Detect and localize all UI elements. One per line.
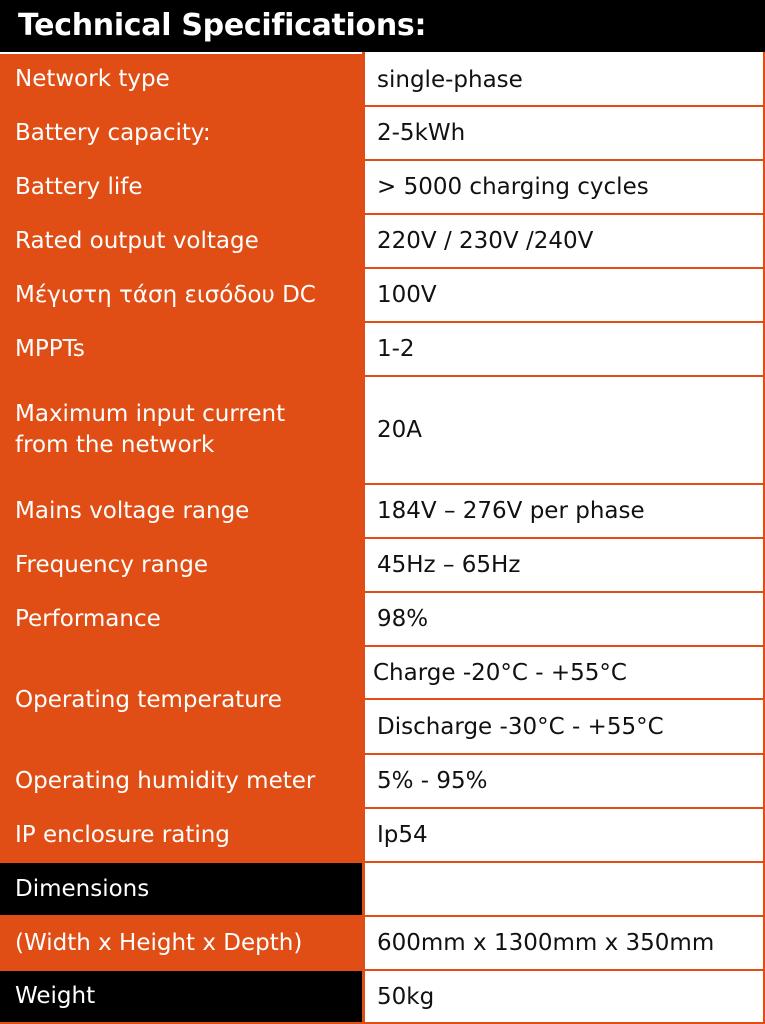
spec-value: Discharge -30°C - +55°C bbox=[365, 700, 763, 753]
row-divider bbox=[0, 483, 765, 485]
spec-label: Network type bbox=[0, 54, 362, 105]
spec-label: Operating temperature bbox=[0, 647, 362, 753]
spec-value: 50kg bbox=[365, 971, 763, 1022]
row-divider bbox=[0, 915, 765, 917]
spec-label: MPPTs bbox=[0, 323, 362, 375]
spec-value: 20A bbox=[365, 377, 763, 483]
spec-value: 5% - 95% bbox=[365, 755, 763, 807]
spec-value: 600mm x 1300mm x 350mm bbox=[365, 917, 763, 969]
spec-label: Frequency range bbox=[0, 539, 362, 591]
row-divider bbox=[0, 1022, 765, 1024]
row-divider bbox=[0, 861, 765, 863]
spec-value: Charge -20°C - +55°C bbox=[365, 647, 763, 698]
spec-value: 184V – 276V per phase bbox=[365, 485, 763, 537]
spec-value: Ip54 bbox=[365, 809, 763, 861]
spec-label: Dimensions bbox=[0, 863, 362, 915]
spec-label: Battery life bbox=[0, 161, 362, 213]
row-divider bbox=[0, 105, 765, 107]
row-divider bbox=[0, 375, 765, 377]
spec-label: (Width x Height x Depth) bbox=[0, 917, 362, 969]
spec-label: Performance bbox=[0, 593, 362, 645]
row-divider bbox=[0, 969, 765, 971]
row-divider bbox=[0, 807, 765, 809]
row-divider bbox=[0, 213, 765, 215]
spec-value: 100V bbox=[365, 269, 763, 321]
row-divider bbox=[0, 753, 765, 755]
spec-value: 98% bbox=[365, 593, 763, 645]
spec-label: Weight bbox=[0, 971, 362, 1022]
page-title: Technical Specifications: bbox=[0, 0, 765, 52]
spec-value: 220V / 230V /240V bbox=[365, 215, 763, 267]
row-divider bbox=[0, 537, 765, 539]
spec-label: Operating humidity meter bbox=[0, 755, 362, 807]
row-divider bbox=[0, 267, 765, 269]
row-divider bbox=[362, 698, 765, 700]
spec-label: Rated output voltage bbox=[0, 215, 362, 267]
spec-value: 2-5kWh bbox=[365, 107, 763, 159]
row-divider bbox=[0, 159, 765, 161]
spec-label: IP enclosure rating bbox=[0, 809, 362, 861]
spec-value: 1-2 bbox=[365, 323, 763, 375]
spec-value: 45Hz – 65Hz bbox=[365, 539, 763, 591]
row-divider bbox=[0, 321, 765, 323]
spec-label: Μέγιστη τάση εισόδου DC bbox=[0, 269, 362, 321]
spec-value: > 5000 charging cycles bbox=[365, 161, 763, 213]
spec-label: Maximum input current from the network bbox=[0, 377, 362, 483]
row-divider bbox=[0, 645, 765, 647]
spec-value bbox=[365, 863, 763, 915]
spec-value: single-phase bbox=[365, 54, 763, 105]
row-divider bbox=[0, 591, 765, 593]
spec-label: Battery capacity: bbox=[0, 107, 362, 159]
spec-label: Mains voltage range bbox=[0, 485, 362, 537]
